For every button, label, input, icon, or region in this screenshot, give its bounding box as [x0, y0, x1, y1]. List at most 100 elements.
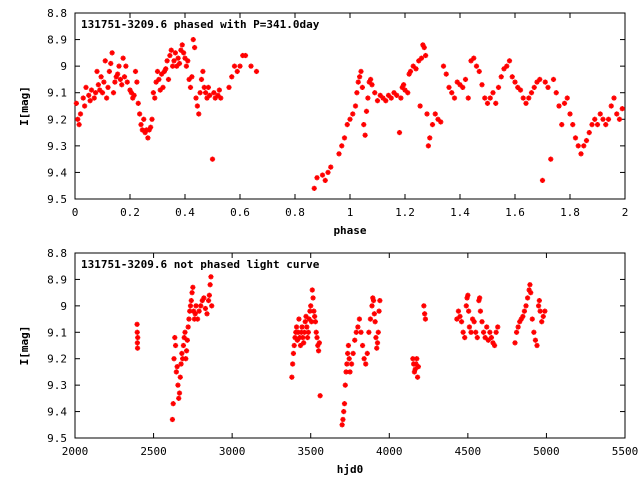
data-point — [473, 63, 480, 69]
data-point — [567, 111, 573, 117]
data-point — [354, 90, 360, 96]
data-point — [316, 340, 322, 346]
data-point — [305, 329, 311, 335]
data-point — [150, 90, 156, 96]
data-point — [76, 122, 82, 128]
data-point — [211, 90, 217, 96]
data-point — [368, 76, 374, 83]
data-point — [515, 84, 521, 90]
data-point — [134, 329, 140, 335]
data-point — [86, 92, 92, 98]
y-tick-label: 9.3 — [47, 140, 67, 153]
data-point — [405, 90, 411, 96]
data-point — [471, 319, 477, 325]
data-point — [564, 95, 570, 101]
data-point — [605, 116, 612, 122]
x-tick-label: 5500 — [612, 445, 639, 458]
data-point — [449, 90, 455, 96]
data-point — [121, 74, 128, 80]
data-point — [117, 76, 123, 83]
data-point — [468, 329, 474, 335]
data-point — [527, 282, 533, 288]
data-point — [80, 95, 86, 101]
data-point — [458, 319, 465, 325]
data-point — [95, 82, 101, 88]
data-point — [312, 319, 319, 325]
data-point — [506, 58, 513, 64]
data-point — [491, 342, 498, 349]
data-point — [594, 122, 601, 128]
x-tick-label: 1.4 — [450, 206, 470, 219]
data-point — [178, 47, 184, 53]
data-point — [123, 63, 129, 69]
data-point — [347, 116, 353, 122]
data-point — [328, 164, 334, 170]
data-point — [187, 303, 194, 309]
data-point — [350, 111, 356, 117]
data-point — [299, 324, 305, 330]
data-point — [309, 287, 315, 293]
data-point — [542, 79, 548, 85]
data-point — [196, 308, 202, 314]
x-tick-label: 2 — [622, 206, 629, 219]
data-point — [242, 52, 249, 59]
data-point — [614, 111, 620, 117]
data-point — [344, 122, 350, 128]
data-point — [586, 129, 592, 136]
data-point — [460, 84, 466, 90]
data-point — [477, 308, 484, 314]
data-point — [336, 151, 342, 157]
data-point — [396, 129, 403, 136]
data-point — [104, 95, 110, 101]
data-point — [304, 334, 311, 341]
x-tick-label: 0 — [72, 206, 79, 219]
data-point — [344, 361, 350, 367]
data-point — [341, 408, 347, 415]
data-point — [183, 348, 190, 354]
data-point — [177, 374, 183, 380]
y-tick-label: 9.5 — [47, 193, 67, 206]
x-tick-label: 0.2 — [120, 206, 140, 219]
data-point — [484, 324, 490, 330]
data-point — [94, 68, 100, 75]
data-point — [190, 36, 196, 43]
data-point — [115, 71, 121, 77]
data-point — [124, 79, 130, 85]
data-point — [355, 79, 361, 85]
data-point — [417, 103, 423, 109]
data-point — [479, 82, 485, 88]
data-point — [171, 58, 177, 64]
data-point — [218, 95, 224, 101]
data-point — [194, 316, 201, 322]
data-point — [179, 350, 185, 357]
y-tick-label: 9.2 — [47, 353, 67, 366]
data-point — [310, 295, 316, 301]
data-point — [513, 329, 520, 335]
data-point — [341, 135, 348, 141]
x-tick-label: 3000 — [219, 445, 246, 458]
data-point — [339, 422, 345, 428]
data-point — [176, 395, 182, 401]
data-point — [520, 95, 526, 101]
data-point — [325, 169, 331, 176]
data-point — [308, 303, 314, 309]
data-point — [301, 340, 307, 346]
data-point — [164, 58, 170, 64]
data-point — [572, 135, 579, 141]
data-point — [102, 58, 108, 64]
data-point — [167, 52, 173, 59]
data-point — [172, 342, 179, 349]
data-point — [185, 324, 191, 330]
y-axis-label-top: I[mag] — [18, 86, 31, 126]
data-point — [231, 63, 238, 69]
data-point — [531, 84, 537, 90]
y-tick-label: 9.5 — [47, 432, 67, 445]
data-point — [313, 329, 319, 335]
data-point — [134, 321, 140, 327]
data-point — [193, 303, 199, 309]
data-point — [237, 63, 243, 69]
y-tick-label: 8.8 — [47, 247, 67, 260]
data-point — [523, 303, 529, 309]
data-point — [550, 76, 557, 83]
